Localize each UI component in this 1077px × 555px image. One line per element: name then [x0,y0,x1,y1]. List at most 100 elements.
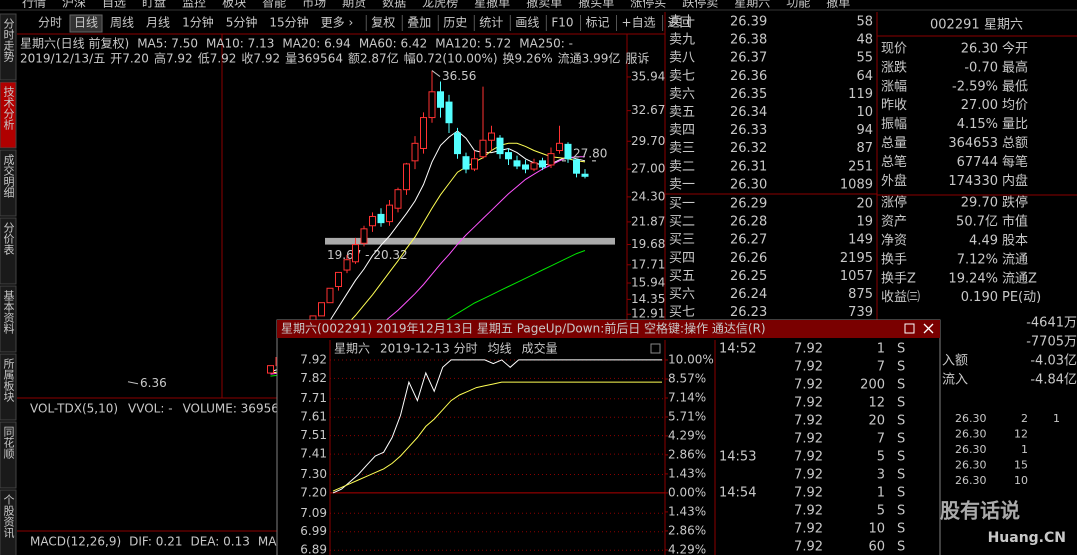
quote-value: 67744 [957,155,998,170]
side-tab-label[interactable]: 成交明细 [2,154,15,198]
watermark: Huang.CN [988,530,1066,546]
candle-body [428,91,436,119]
side-tab-label[interactable]: 个股资讯 [2,494,15,539]
intraday-toggle[interactable] [650,343,661,354]
side-tab[interactable] [0,149,17,217]
toolbar-button[interactable]: 标记 [586,16,610,30]
low-label: 6.36 [140,376,167,390]
trade-price: 7.92 [794,468,823,483]
toolbar-button[interactable]: 复权 [371,16,395,30]
quote-label: 昨收 [881,98,907,113]
info-segment: 2019/12/13/五 [20,52,105,66]
candle-body [505,152,512,160]
side-tab-label[interactable]: 分价表 [2,222,15,256]
menu-item: 市场 [302,0,326,10]
toolbar-button[interactable]: +自选 [622,16,656,30]
y-tick-label: 35.94 [631,69,665,83]
y-tick-label: 7.71 [300,391,327,405]
side-tab[interactable] [0,353,17,421]
book-price: 26.28 [730,215,767,230]
intraday-header: 2019-12-13 分时 [380,342,478,356]
toolbar-tab[interactable]: 分时 [38,16,62,30]
quote-value: 19.24% [948,271,998,286]
info-segment: 收7.92 [241,52,280,66]
book-volume: 875 [848,287,873,302]
quote-label: 总笔 [881,154,907,170]
trade-volume: 10 [868,522,885,537]
side-tab-label[interactable]: 基本资料 [2,290,15,335]
book-volume: 10 [856,105,873,120]
popup-titlebar [277,320,940,338]
side-tab[interactable] [0,217,17,285]
tick-cell: 10 [1014,474,1028,487]
quote-label: 涨幅 [881,79,907,94]
info-segment: 幅0.72(10.00%) [404,51,498,66]
y2-tick-label: 1.43% [668,466,706,480]
book-volume: 149 [848,233,873,248]
toolbar-button[interactable]: 返回 [668,16,692,30]
book-label: 卖一 [669,177,695,192]
y2-tick-label: 2.86% [668,523,706,537]
popup-close[interactable] [923,323,934,334]
popup-maximize[interactable] [904,323,915,334]
y-tick-label: 32.67 [631,103,665,117]
toolbar-tab[interactable]: 15分钟 [269,15,308,30]
side-tab[interactable] [0,421,17,489]
candle-body [522,164,529,170]
side-tab-label[interactable]: 技术分析 [2,86,15,131]
candle-body [564,143,572,160]
book-price: 26.27 [730,233,767,248]
legend-entry: MA5: 7.50 [137,37,198,51]
candle-body [513,160,521,167]
trade-price: 7.92 [794,540,823,555]
side-tab-label[interactable]: 分时走势 [2,18,15,62]
info-segment: 低7.92 [198,52,237,66]
quote-label: PE(动) [1002,290,1041,305]
toolbar-tab[interactable]: 月线 [146,16,170,30]
toolbar-button[interactable]: F10 [551,16,573,30]
fund-flow-bg [940,312,1077,555]
side-tab-label[interactable]: 所属板块 [2,358,15,403]
toolbar: 分时 日线 周线 月线 1分钟 5分钟 15分钟 更多 › 复权 叠加 历史 统计 画线 F10 标记 +自选… [17,14,692,35]
book-volume: 87 [856,141,873,156]
trade-side: S [897,468,905,483]
toolbar-button[interactable]: 统计 [479,16,503,30]
legend-entry: MA120: 5.72 [435,37,511,51]
book-volume: 94 [856,123,873,138]
book-volume: 48 [856,33,873,48]
quote-value: 4.49 [969,234,998,249]
side-tab[interactable] [0,81,17,149]
y2-tick-label: 10.00% [668,352,714,366]
candle-body [454,132,461,155]
toolbar-button[interactable]: 历史 [443,16,467,30]
y2-tick-label: 2.86% [668,447,706,461]
candle-body [386,204,393,223]
candle-body [377,213,385,224]
side-tab[interactable] [0,13,17,81]
candle-body [479,139,487,158]
toolbar-tab[interactable]: 1分钟 [182,15,214,30]
quote-value: 4.15% [957,117,998,132]
low-pointer [127,381,139,385]
toolbar-tab[interactable]: 日线 [74,16,98,30]
trade-price: 7.92 [794,378,823,393]
menu-item: 智能 [262,0,286,10]
toolbar-button[interactable]: 画线 [515,16,539,30]
book-price: 26.32 [730,141,767,156]
side-tab[interactable] [0,285,17,353]
trade-volume: 3 [877,468,885,483]
toolbar-tab[interactable]: 5分钟 [226,15,258,30]
stock-code: 002291 [930,18,980,33]
side-tab[interactable] [0,489,17,555]
toolbar-tab[interactable]: 更多 › [321,16,354,30]
y-tick-label: 7.41 [300,447,327,461]
candle-body [471,158,478,170]
side-tab-label[interactable]: 同花顺 [2,426,15,460]
book-label: 买三 [669,233,695,248]
toolbar-tab[interactable]: 周线 [110,16,134,30]
trade-volume: 200 [860,378,885,393]
tick-cell: 2 [1021,412,1028,425]
toolbar-button[interactable]: 叠加 [407,16,431,30]
y-tick-label: 7.09 [300,506,327,520]
